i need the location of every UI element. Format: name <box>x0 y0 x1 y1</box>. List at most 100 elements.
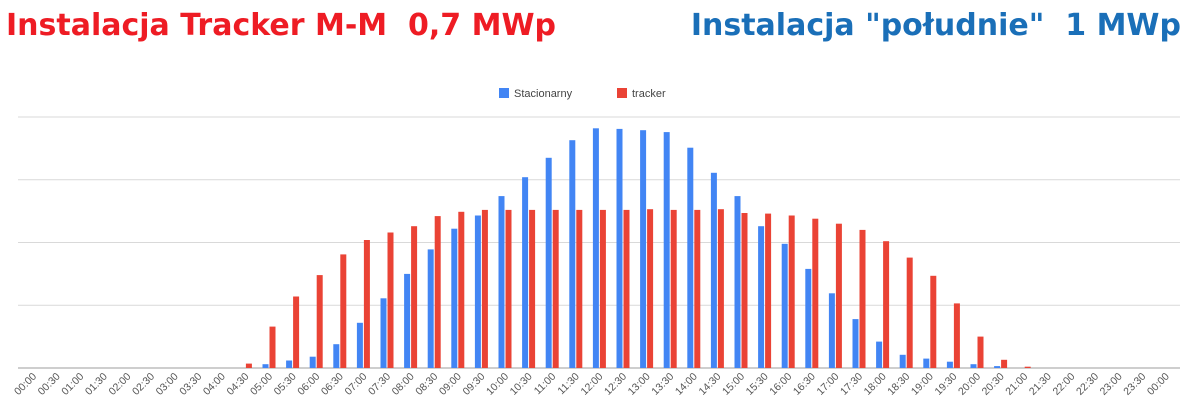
gridlines <box>18 116 1180 369</box>
bar-stacionarny-0800 <box>404 273 411 368</box>
x-tick-label: 21:00 <box>1003 371 1030 398</box>
x-tick-label: 10:00 <box>484 371 511 398</box>
chart-title-right: Instalacja "południe" 1 MWp <box>690 8 1181 43</box>
legend-swatch-tracker <box>617 88 627 98</box>
bar-stacionarny-0500 <box>262 364 269 368</box>
bar-tracker-0530 <box>293 296 300 368</box>
bar-stacionarny-2000 <box>970 364 977 368</box>
x-tick-label: 22:00 <box>1050 371 1077 398</box>
bar-stacionarny-1600 <box>781 243 788 368</box>
x-tick-label: 19:00 <box>909 371 936 398</box>
bar-tracker-0830 <box>434 216 441 368</box>
x-tick-label: 19:30 <box>932 371 959 398</box>
bar-tracker-1100 <box>552 209 559 368</box>
x-tick-label: 03:30 <box>177 371 204 398</box>
x-tick-label: 08:00 <box>390 371 417 398</box>
x-tick-label: 20:00 <box>956 371 983 398</box>
x-tick-label: 21:30 <box>1027 371 1054 398</box>
x-tick-label: 15:30 <box>744 371 771 398</box>
x-tick-label: 02:30 <box>130 371 157 398</box>
bar-stacionarny-1330 <box>663 132 670 368</box>
bar-tracker-0800 <box>411 226 418 368</box>
legend-swatch-stacionarny <box>499 88 509 98</box>
x-axis-ticks: 00:0000:3001:0001:3002:0002:3003:0003:30… <box>12 371 1172 398</box>
bar-stacionarny-1000 <box>498 196 505 368</box>
x-tick-label: 14:30 <box>696 371 723 398</box>
bar-tracker-1630 <box>812 218 819 368</box>
bar-tracker-1330 <box>670 209 677 368</box>
legend: Stacionarny tracker <box>499 88 666 100</box>
x-tick-label: 14:00 <box>673 371 700 398</box>
bar-tracker-0600 <box>316 275 323 368</box>
x-tick-label: 03:00 <box>154 371 181 398</box>
bar-stacionarny-0930 <box>474 215 481 368</box>
x-tick-label: 06:00 <box>295 371 322 398</box>
bar-stacionarny-1830 <box>899 354 906 368</box>
x-tick-label: 13:30 <box>649 371 676 398</box>
x-tick-label: 17:30 <box>838 371 865 398</box>
bar-tracker-1930 <box>953 303 960 368</box>
x-tick-label: 05:00 <box>248 371 275 398</box>
x-tick-label: 22:30 <box>1074 371 1101 398</box>
x-tick-label: 12:30 <box>602 371 629 398</box>
x-tick-label: 23:30 <box>1121 371 1148 398</box>
x-tick-label: 11:30 <box>555 371 582 398</box>
bar-stacionarny-1530 <box>758 226 765 368</box>
x-tick-label: 18:00 <box>862 371 889 398</box>
x-tick-label: 16:00 <box>767 371 794 398</box>
bar-stacionarny-1430 <box>710 172 717 368</box>
bar-tracker-0930 <box>481 209 488 368</box>
x-tick-label: 06:30 <box>319 371 346 398</box>
x-tick-label: 07:00 <box>342 371 369 398</box>
bar-tracker-1430 <box>717 209 724 368</box>
bar-stacionarny-1500 <box>734 196 741 368</box>
bar-stacionarny-1400 <box>687 147 694 368</box>
bar-stacionarny-1930 <box>946 361 953 368</box>
legend-label-stacionarny: Stacionarny <box>514 88 573 100</box>
x-tick-label: 09:30 <box>460 371 487 398</box>
bar-tracker-1230 <box>623 209 630 368</box>
bar-stacionarny-1030 <box>522 177 529 368</box>
x-tick-label: 00:00 <box>1145 371 1172 398</box>
x-tick-label: 00:00 <box>12 371 39 398</box>
x-tick-label: 17:00 <box>814 371 841 398</box>
bar-tracker-2100 <box>1024 366 1031 368</box>
bar-tracker-2030 <box>1001 359 1008 368</box>
bar-stacionarny-1630 <box>805 268 812 368</box>
x-tick-label: 08:30 <box>413 371 440 398</box>
chart-title-left: Instalacja Tracker M-M 0,7 MWp <box>6 8 557 43</box>
x-tick-label: 04:30 <box>224 371 251 398</box>
x-tick-label: 02:00 <box>106 371 133 398</box>
bar-tracker-1700 <box>835 223 842 368</box>
x-tick-label: 01:30 <box>83 371 110 398</box>
bar-stacionarny-0900 <box>451 228 458 368</box>
x-tick-label: 15:00 <box>720 371 747 398</box>
x-tick-label: 00:30 <box>36 371 63 398</box>
bar-stacionarny-1730 <box>852 319 859 368</box>
x-tick-label: 05:30 <box>272 371 299 398</box>
bar-stacionarny-0600 <box>309 356 316 368</box>
x-tick-label: 20:30 <box>980 371 1007 398</box>
x-tick-label: 13:00 <box>626 371 653 398</box>
bar-stacionarny-1230 <box>616 128 623 368</box>
bar-tracker-1300 <box>647 209 654 368</box>
bar-stacionarny-1700 <box>828 293 835 368</box>
bar-tracker-1500 <box>741 213 748 368</box>
bar-stacionarny-0630 <box>333 344 340 368</box>
bar-tracker-1830 <box>906 257 913 368</box>
bar-stacionarny-1100 <box>545 157 552 368</box>
bar-stacionarny-0730 <box>380 298 387 368</box>
bar-tracker-0730 <box>387 232 394 368</box>
x-tick-label: 23:00 <box>1098 371 1125 398</box>
bar-stacionarny-0700 <box>356 322 363 368</box>
bar-stacionarny-0830 <box>427 249 434 368</box>
x-tick-label: 04:00 <box>201 371 228 398</box>
bar-tracker-1200 <box>599 209 606 368</box>
bar-stacionarny-1800 <box>876 341 883 368</box>
bar-tracker-0500 <box>269 326 276 368</box>
x-tick-label: 10:30 <box>508 371 535 398</box>
x-tick-label: 11:00 <box>532 371 559 398</box>
bar-stacionarny-1200 <box>592 128 599 368</box>
bar-tracker-0430 <box>245 363 252 368</box>
